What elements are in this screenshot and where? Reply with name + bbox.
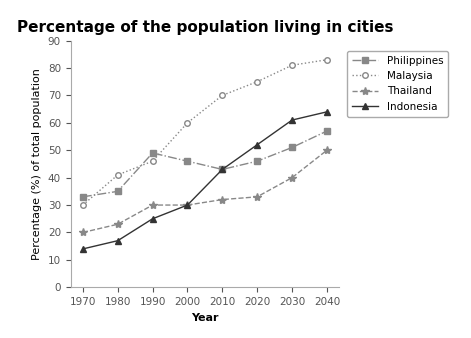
- Philippines: [115, 189, 121, 193]
- Indonesia: [185, 203, 190, 207]
- Malaysia: [324, 58, 330, 62]
- Thailand: [289, 176, 295, 180]
- Malaysia: [219, 93, 225, 97]
- Philippines: [80, 195, 86, 199]
- Malaysia: [254, 80, 260, 84]
- Title: Percentage of the population living in cities: Percentage of the population living in c…: [16, 20, 393, 35]
- Thailand: [80, 231, 86, 235]
- Malaysia: [150, 159, 155, 163]
- Line: Thailand: Thailand: [79, 146, 331, 237]
- Indonesia: [289, 118, 295, 122]
- Thailand: [219, 197, 225, 201]
- Indonesia: [254, 143, 260, 147]
- Philippines: [150, 151, 155, 155]
- Philippines: [219, 167, 225, 171]
- Philippines: [324, 129, 330, 133]
- Malaysia: [289, 63, 295, 67]
- Malaysia: [80, 203, 86, 207]
- Line: Philippines: Philippines: [80, 128, 330, 200]
- Indonesia: [219, 167, 225, 171]
- Legend: Philippines, Malaysia, Thailand, Indonesia: Philippines, Malaysia, Thailand, Indones…: [347, 51, 448, 117]
- Thailand: [150, 203, 155, 207]
- Y-axis label: Percentage (%) of total population: Percentage (%) of total population: [32, 68, 42, 260]
- Philippines: [254, 159, 260, 163]
- Philippines: [289, 145, 295, 149]
- Thailand: [254, 195, 260, 199]
- Malaysia: [115, 173, 121, 177]
- X-axis label: Year: Year: [191, 313, 219, 322]
- Philippines: [185, 159, 190, 163]
- Indonesia: [324, 110, 330, 114]
- Thailand: [324, 148, 330, 152]
- Indonesia: [115, 239, 121, 243]
- Malaysia: [185, 121, 190, 125]
- Indonesia: [80, 247, 86, 251]
- Line: Indonesia: Indonesia: [80, 109, 330, 252]
- Indonesia: [150, 217, 155, 221]
- Line: Malaysia: Malaysia: [80, 57, 330, 208]
- Thailand: [115, 222, 121, 226]
- Thailand: [185, 203, 190, 207]
